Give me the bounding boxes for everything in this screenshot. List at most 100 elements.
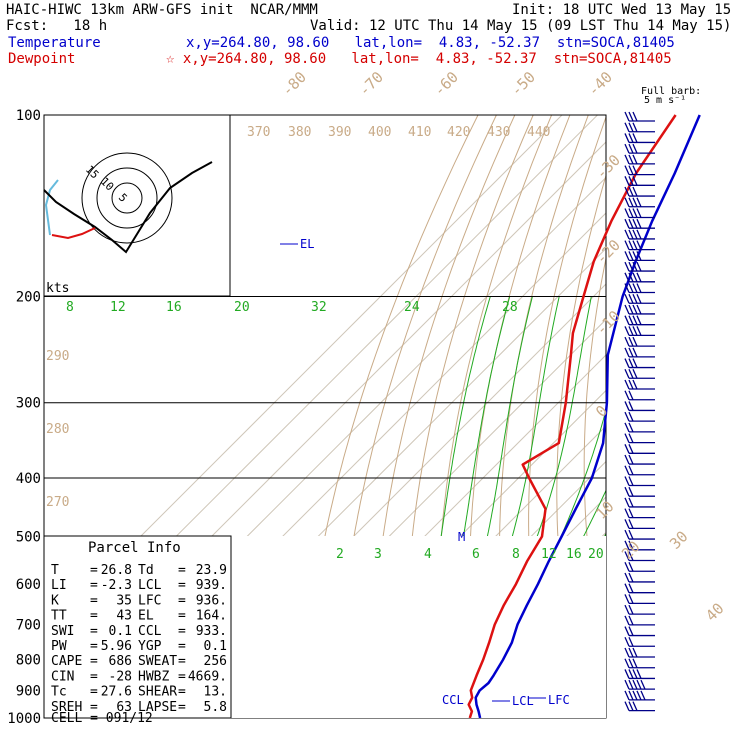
barb-flag	[624, 369, 630, 379]
barb-flag	[624, 154, 630, 165]
barb-flag	[624, 326, 630, 336]
theta-label: 420	[447, 125, 470, 140]
isotherm-label: -20	[592, 236, 624, 268]
parcel-row-label: Td	[138, 563, 154, 578]
isotherm-label: 20	[618, 537, 644, 563]
wind-barb	[624, 561, 655, 572]
isotherm-label: 40	[702, 599, 728, 625]
barb-flag	[632, 293, 638, 304]
barb-flag	[628, 701, 634, 711]
barb-flag	[628, 658, 634, 668]
barb-flag	[628, 229, 634, 240]
level-label-ccl: CCL	[442, 693, 464, 707]
wind-barb	[624, 379, 655, 390]
wind-barb	[624, 251, 655, 262]
parcel-info-frame	[43, 535, 232, 719]
barb-flag	[624, 594, 630, 604]
barb-flag	[624, 111, 630, 122]
barb-flag	[636, 251, 642, 261]
parcel-cell: CELL = 091/12	[51, 711, 153, 726]
parcel-row-label: LFC	[138, 593, 161, 608]
barb-flag	[632, 133, 638, 143]
valid-time: Valid: 12 UTC Thu 14 May 15 (09 LST Thu …	[310, 18, 732, 34]
parcel-row-label: PW	[51, 639, 67, 654]
barb-flag	[624, 261, 630, 272]
dry-adiabat-line	[733, 115, 740, 731]
wind-barb	[624, 519, 655, 530]
wind-barb	[624, 572, 655, 583]
isotherm-label: 10	[592, 497, 618, 523]
barb-flag	[628, 465, 634, 476]
theta-label: 410	[408, 125, 431, 140]
barb-flag	[624, 122, 630, 132]
moist-adiabat-label: 24	[404, 300, 420, 315]
wind-barb	[624, 154, 655, 165]
barb-flag	[632, 122, 638, 132]
barb-flag	[628, 197, 634, 208]
barb-flag	[628, 476, 634, 486]
wind-barb	[624, 615, 655, 626]
barb-flag	[628, 379, 634, 390]
wind-barb	[624, 111, 655, 122]
barb-flag	[632, 251, 638, 261]
barb-flag	[624, 315, 630, 325]
parcel-row-equals: =	[90, 563, 98, 578]
parcel-row-label: SWEAT	[138, 654, 177, 669]
parcel-row-equals: =	[90, 624, 98, 639]
moist-adiabat-label: 8	[66, 300, 74, 315]
parcel-row-equals: =	[90, 593, 98, 608]
sounding-profiles: EL M CCL LCL LFC	[280, 114, 701, 719]
moist-adiabat-label: 16	[166, 300, 182, 315]
parcel-row-value: 936.	[196, 593, 227, 608]
barb-legend-value: 5 m s⁻¹	[644, 95, 687, 106]
barb-flag	[624, 679, 630, 690]
barb-flag	[624, 197, 630, 208]
barb-flag	[624, 133, 630, 143]
barb-flag	[624, 701, 630, 711]
parcel-row-label: EL	[138, 609, 154, 624]
pressure-label: 600	[16, 577, 41, 593]
barb-flag	[624, 486, 630, 497]
mixing-ratio-label: 16	[566, 547, 582, 562]
wind-barb	[624, 186, 655, 197]
wind-barb	[624, 529, 655, 540]
parcel-row-label: YGP	[138, 639, 162, 654]
dewpoint-location: ☆ x,y=264.80, 98.60 lat,lon= 4.83, -52.3…	[166, 51, 672, 67]
barb-flag	[632, 369, 638, 379]
pressure-label: 1000	[7, 711, 41, 727]
wind-barb	[624, 122, 655, 133]
dry-adiabat-line	[662, 115, 735, 731]
barb-flag	[628, 347, 634, 358]
parcel-row-label: Tc	[51, 685, 67, 700]
wind-barb	[624, 594, 655, 605]
barb-flag	[624, 390, 630, 400]
barb-flag	[628, 369, 634, 379]
barb-flag	[624, 336, 630, 347]
barb-flag	[628, 154, 634, 165]
barb-flag	[628, 111, 634, 122]
barb-flag	[628, 433, 634, 443]
barb-flag	[624, 422, 630, 433]
wind-barb	[624, 326, 655, 337]
barb-flag	[628, 133, 634, 143]
barb-flag	[628, 454, 634, 465]
mixing-ratio-label: 12	[541, 547, 557, 562]
barb-flag	[632, 358, 638, 368]
moist-adiabat-label: 32	[311, 300, 327, 315]
barb-flag	[632, 197, 638, 208]
barb-flag	[624, 358, 630, 368]
barb-flag	[636, 240, 642, 250]
barb-flag	[632, 218, 638, 229]
hodograph-trace-low	[51, 227, 96, 240]
dry-adiabat-line	[710, 115, 740, 731]
wind-barb	[624, 604, 655, 615]
barb-flag	[640, 679, 646, 690]
init-time: Init: 18 UTC Wed 13 May 15	[512, 2, 732, 18]
barb-flag	[624, 347, 630, 358]
pressure-label: 800	[16, 653, 41, 669]
barb-flag	[624, 208, 630, 218]
parcel-row-equals: =	[178, 639, 186, 654]
theta-label: 370	[247, 125, 270, 140]
hodograph-ring	[111, 182, 143, 214]
